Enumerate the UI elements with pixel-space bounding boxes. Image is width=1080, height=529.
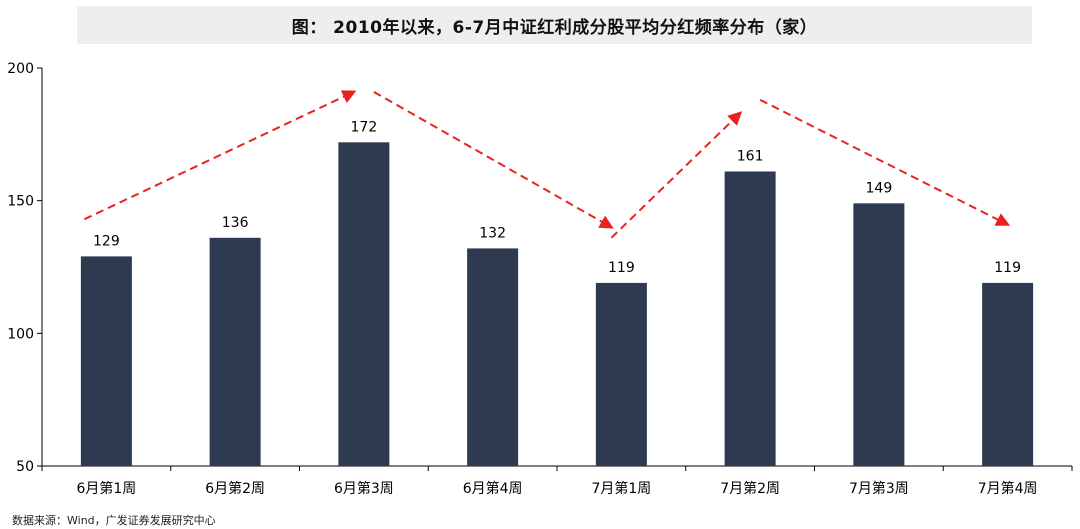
y-tick-label: 100 (7, 326, 34, 342)
bar (80, 256, 132, 466)
x-tick-label: 6月第3周 (334, 480, 394, 497)
trend-arrow (610, 111, 743, 239)
bar (209, 237, 261, 466)
x-tick-label: 6月第2周 (205, 480, 265, 497)
x-tick-label: 7月第4周 (978, 480, 1038, 497)
bar (982, 282, 1034, 466)
bar-value-label: 172 (351, 119, 378, 135)
trend-arrow (373, 91, 614, 229)
bar (853, 203, 905, 466)
x-tick-label: 7月第1周 (591, 480, 651, 497)
x-tick-label: 6月第1周 (76, 480, 136, 497)
y-tick-label: 200 (7, 61, 34, 77)
bar (338, 142, 390, 466)
y-tick-label: 50 (16, 459, 34, 475)
x-tick-label: 7月第3周 (849, 480, 909, 497)
x-tick-label: 7月第2周 (720, 480, 780, 497)
source-note: 数据来源：Wind，广发证券发展研究中心 (12, 514, 216, 527)
trend-arrow (759, 98, 1011, 226)
y-tick-label: 150 (7, 194, 34, 210)
chart-title-bar: 图： 2010年以来，6-7月中证红利成分股平均分红频率分布（家） (77, 6, 1032, 44)
bar-value-label: 119 (994, 260, 1021, 276)
bar-value-label: 132 (479, 225, 506, 241)
bar-value-label: 129 (93, 233, 120, 249)
bar-value-label: 149 (866, 180, 893, 196)
bar-value-label: 136 (222, 215, 249, 231)
bar-value-label: 119 (608, 260, 635, 276)
chart-title: 图： 2010年以来，6-7月中证红利成分股平均分红频率分布（家） (291, 17, 818, 38)
bar (724, 171, 776, 467)
bar (467, 248, 519, 466)
x-tick-label: 6月第4周 (463, 480, 523, 497)
bar-value-label: 161 (737, 148, 764, 164)
bar (595, 282, 647, 466)
trend-arrow (83, 90, 357, 221)
